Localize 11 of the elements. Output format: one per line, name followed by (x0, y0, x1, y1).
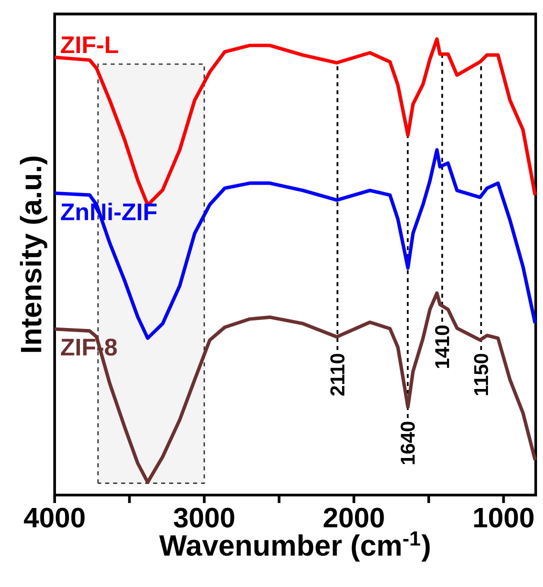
ref-line-label: 1150 (474, 354, 488, 396)
ref-line-label: 2110 (330, 354, 344, 396)
ref-line-label: 1410 (435, 326, 450, 368)
series-label: ZIF-L (60, 36, 118, 54)
x-tick-label: 3000 (174, 508, 234, 528)
x-tick-label: 2000 (324, 508, 384, 528)
ref-line-label: 1640 (400, 422, 415, 464)
x-tick-label: 1000 (474, 508, 534, 528)
y-axis-title: Intensity (a.u.) (20, 156, 48, 352)
x-tick-label: 4000 (24, 508, 85, 528)
x-axis-title: Wavenumber (cm$^{-1}$) (159, 531, 430, 562)
